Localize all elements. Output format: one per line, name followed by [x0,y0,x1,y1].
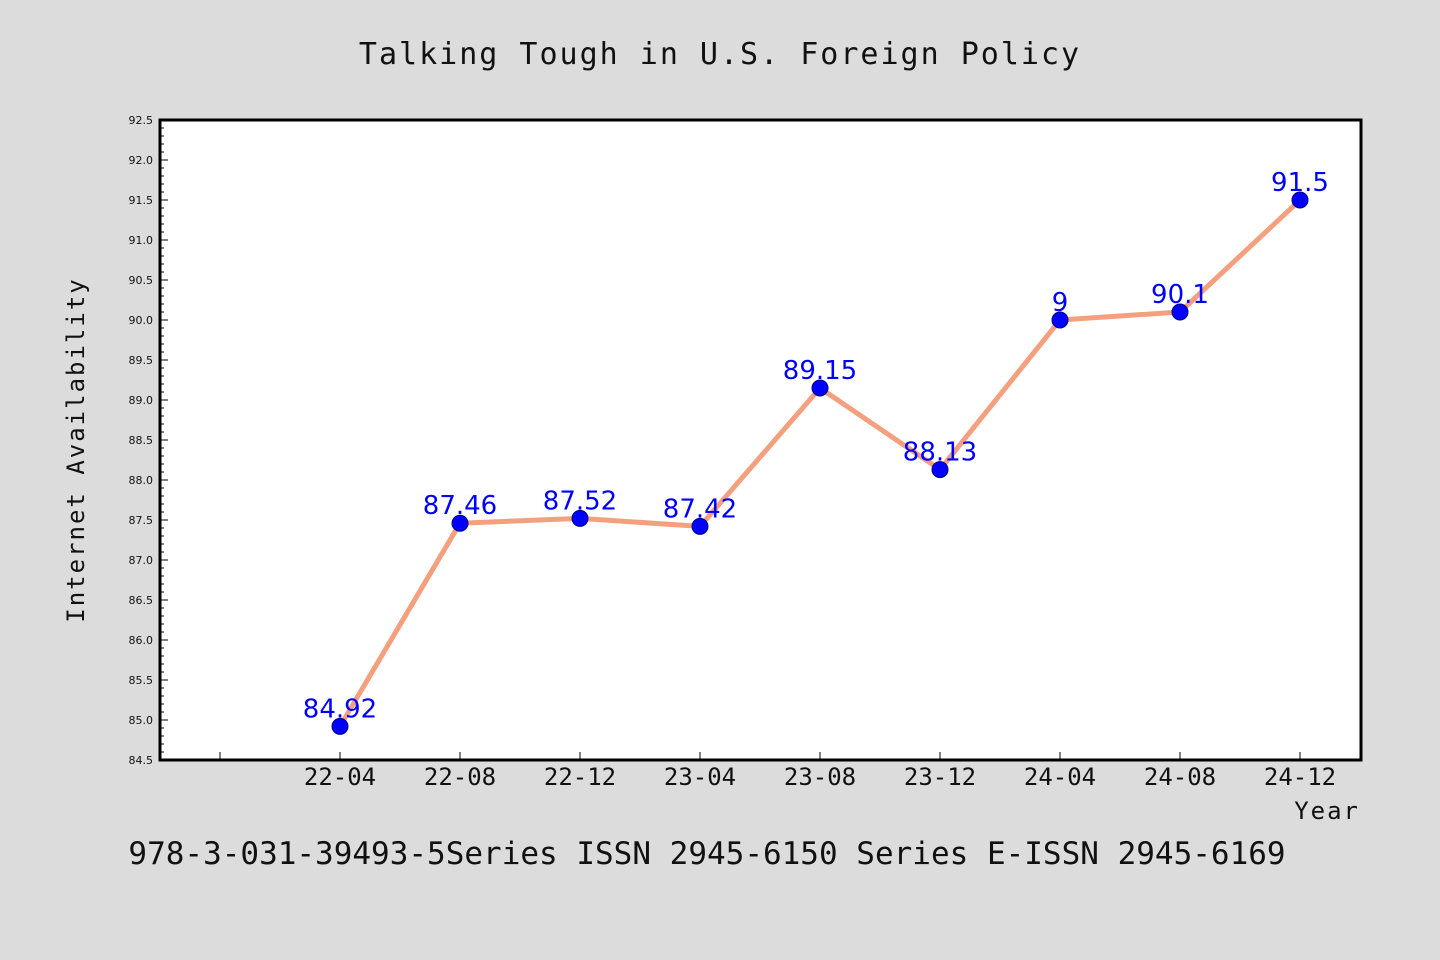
y-axis: 84.5 85.0 85.5 86.0 86.5 87.0 87.5 88.0 88.5 89.0… [129,114,168,767]
y-tick-label: 91.5 [129,194,154,207]
data-point [811,379,829,397]
y-tick-label: 85.5 [129,674,154,687]
y-tick-label: 89.0 [129,394,154,407]
data-point [1291,191,1309,209]
data-label: 87.42 [663,494,737,524]
x-tick-label: 24-04 [1024,763,1096,791]
x-tick-label: 23-04 [664,763,736,791]
footer-isbn: 978-3-031-39493-5Series ISSN 2945-6150 S… [128,836,1285,872]
y-axis-title: Internet Availability [62,277,90,622]
y-tick-label: 86.5 [129,594,154,607]
data-label: 9 [1052,288,1069,318]
data-point [691,517,709,535]
series-group: 84.92 87.46 87.52 87.42 89.15 88.13 9 90.1 91.5 [303,168,1329,735]
data-point [1051,311,1069,329]
y-tick-label: 88.5 [129,434,154,447]
data-label: 89.15 [783,356,857,386]
y-tick-label: 90.0 [129,314,154,327]
plot-area [158,118,1363,762]
y-tick-label: 91.0 [129,234,154,247]
x-tick-label: 24-12 [1264,763,1336,791]
data-label: 90.1 [1151,280,1209,310]
x-tick-label: 23-08 [784,763,856,791]
y-tick-label: 87.0 [129,554,154,567]
x-tick-label: 22-08 [424,763,496,791]
data-label: 84.92 [303,694,377,724]
x-tick-label: 23-12 [904,763,976,791]
data-point [1171,303,1189,321]
y-tick-label: 86.0 [129,634,154,647]
data-label: 87.52 [543,486,617,516]
y-tick-label: 89.5 [129,354,154,367]
data-label: 87.46 [423,491,497,521]
x-axis-title: Year [1294,797,1360,825]
data-label: 88.13 [903,438,977,468]
data-point [331,717,349,735]
y-tick-label: 90.5 [129,274,154,287]
y-tick-label: 84.5 [129,754,154,767]
y-tick-label: 87.5 [129,514,154,527]
x-tick-label: 24-08 [1144,763,1216,791]
data-point [931,461,949,479]
x-tick-label: 22-12 [544,763,616,791]
y-tick-label: 88.0 [129,474,154,487]
data-label: 91.5 [1271,168,1329,198]
y-tick-label: 92.5 [129,114,154,127]
x-axis: 22-04 22-08 22-12 23-04 23-08 23-12 24-04 24-08… [219,752,1336,791]
chart-title: Talking Tough in U.S. Foreign Policy [359,37,1081,72]
x-tick-label: 22-04 [304,763,376,791]
data-point [451,514,469,532]
data-point [571,509,589,527]
y-tick-label: 92.0 [129,154,154,167]
y-tick-label: 85.0 [129,714,154,727]
